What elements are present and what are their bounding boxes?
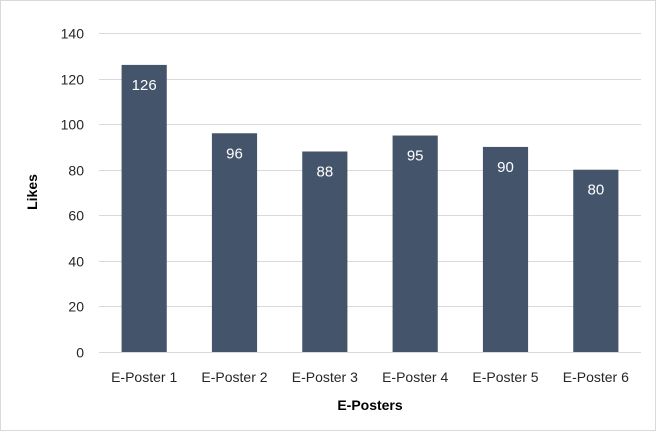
data-label: 96 [226,145,243,162]
bar [302,151,348,352]
y-tick-label: 20 [68,299,84,315]
x-tick-label: E-Poster 5 [472,369,538,385]
y-tick-label: 140 [61,26,85,42]
y-tick-label: 80 [68,163,84,179]
gridlines [99,33,641,353]
data-label: 126 [132,77,157,94]
x-tick-label: E-Poster 2 [201,369,267,385]
data-label: 80 [587,182,604,199]
x-tick-label: E-Poster 1 [111,369,177,385]
x-tick-label: E-Poster 3 [292,369,358,385]
y-tick-label: 120 [61,72,85,88]
y-tick-label: 40 [68,254,84,270]
y-axis-title: Likes [24,174,40,210]
x-tick-label: E-Poster 6 [563,369,629,385]
y-tick-label: 100 [61,117,85,133]
x-tick-labels: E-Poster 1 E-Poster 2 E-Poster 3 E-Poster 4… [111,369,629,385]
bar [211,133,258,352]
bar [573,169,619,352]
y-tick-label: 0 [76,345,84,361]
y-tick-label: 60 [68,208,84,224]
data-label: 95 [407,148,424,165]
bar [392,135,438,352]
x-tick-label: E-Poster 4 [382,369,448,385]
bars [121,64,619,353]
y-tick-labels: 0 20 40 60 80 100 120 140 [61,26,85,361]
data-labels: 126 96 88 95 90 80 [132,77,605,199]
bar [482,146,529,352]
data-label: 88 [316,163,333,180]
data-label: 90 [497,159,514,176]
x-axis-title: E-Posters [337,397,403,413]
bar [121,64,167,353]
